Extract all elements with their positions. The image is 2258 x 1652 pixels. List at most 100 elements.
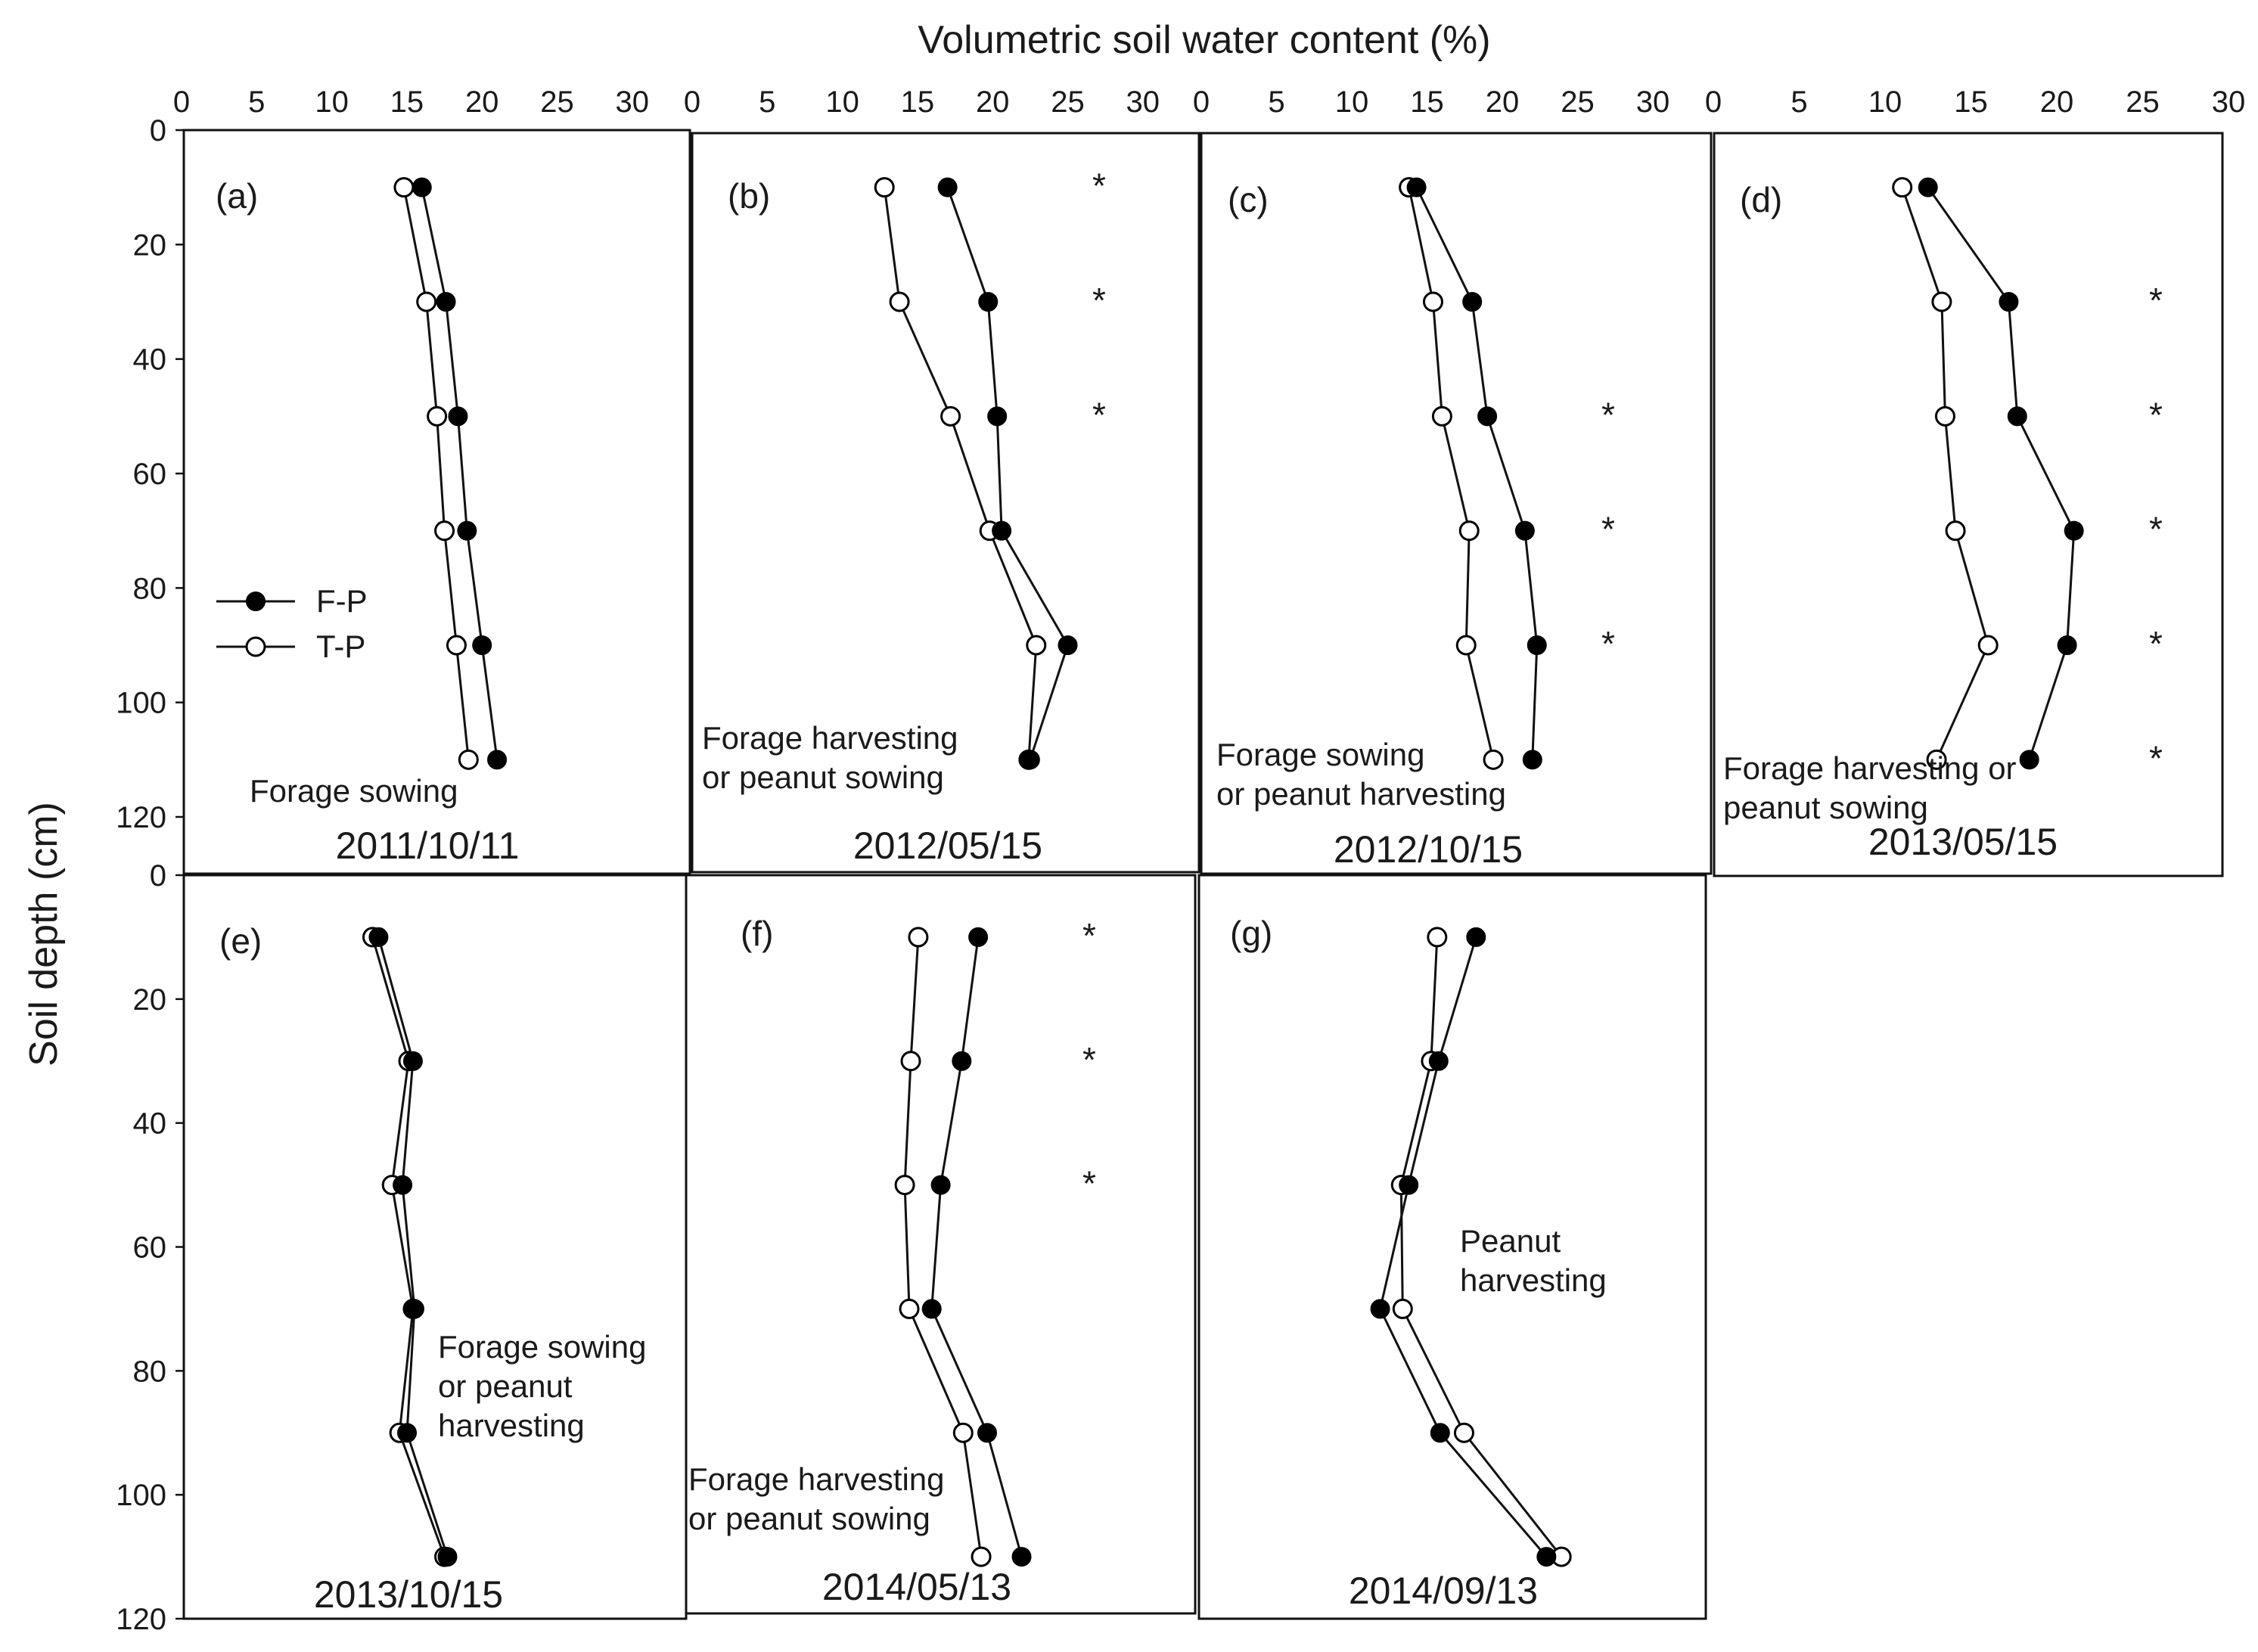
panel-label: (f) bbox=[741, 914, 773, 953]
x-tick-label: 0 bbox=[684, 85, 700, 119]
data-point-f-p bbox=[1514, 520, 1535, 541]
series-line-f-p bbox=[1415, 187, 1539, 760]
data-point-f-p bbox=[436, 292, 456, 312]
data-point-t-p bbox=[1926, 749, 1947, 770]
panel-frame bbox=[182, 874, 688, 1620]
panel-label: (c) bbox=[1228, 180, 1269, 219]
data-point-f-p bbox=[1011, 1547, 1032, 1567]
y-tick-label: 120 bbox=[116, 801, 166, 834]
series-line-f-p bbox=[1927, 186, 2076, 760]
legend-label: F-P bbox=[316, 583, 368, 619]
series-line-f-p bbox=[946, 187, 1070, 760]
y-tick-label: 40 bbox=[133, 1107, 167, 1141]
data-point-f-p bbox=[1536, 1547, 1557, 1567]
series-line-t-p bbox=[1408, 187, 1495, 760]
data-point-f-p bbox=[1430, 1423, 1450, 1443]
data-point-f-p bbox=[1477, 406, 1498, 427]
y-tick-label: 80 bbox=[133, 1355, 167, 1388]
data-point-f-p bbox=[1399, 1175, 1419, 1195]
data-point-t-p bbox=[874, 177, 895, 198]
significance-star: * bbox=[1092, 395, 1106, 434]
significance-star: * bbox=[1082, 1040, 1096, 1079]
data-point-t-p bbox=[1934, 405, 1955, 427]
panel-note: Forage sowing bbox=[438, 1329, 646, 1365]
panel-note: Forage harvesting bbox=[688, 1461, 945, 1497]
x-tick-label: 0 bbox=[1193, 85, 1210, 119]
data-point-t-p bbox=[889, 291, 910, 312]
y-tick-label: 100 bbox=[116, 1479, 166, 1512]
panel-label: (b) bbox=[728, 176, 770, 216]
data-point-f-p bbox=[937, 177, 958, 197]
significance-star: * bbox=[1082, 1164, 1096, 1203]
panel-date: 2014/09/13 bbox=[1349, 1570, 1538, 1612]
data-point-f-p bbox=[1999, 292, 2019, 312]
data-point-t-p bbox=[1945, 520, 1966, 542]
panel-a: (a) 2011/10/11 Forage sowing bbox=[182, 129, 691, 875]
x-tick-label: 20 bbox=[976, 85, 1010, 119]
x-tick-label: 5 bbox=[248, 85, 265, 119]
x-tick-label: 30 bbox=[2212, 85, 2246, 119]
y-tick-label: 0 bbox=[150, 859, 166, 893]
series-line-t-p bbox=[402, 187, 470, 760]
legend-marker bbox=[245, 636, 266, 657]
data-point-f-p bbox=[1918, 177, 1938, 197]
y-axis-title: Soil depth (cm) bbox=[22, 802, 66, 1067]
significance-star: * bbox=[1601, 510, 1615, 549]
significance-star: * bbox=[1601, 395, 1615, 434]
panel-note: Forage harvesting bbox=[702, 720, 958, 756]
data-point-t-p bbox=[1977, 635, 1999, 656]
data-point-t-p bbox=[393, 177, 415, 198]
data-point-f-p bbox=[1466, 927, 1486, 947]
data-point-f-p bbox=[1527, 635, 1547, 655]
significance-star: * bbox=[1092, 166, 1106, 206]
data-point-t-p bbox=[899, 1298, 920, 1319]
legend-marker bbox=[246, 592, 266, 611]
data-point-f-p bbox=[1522, 750, 1542, 770]
data-point-f-p bbox=[472, 635, 492, 655]
panel-note: or peanut bbox=[438, 1368, 573, 1404]
data-point-f-p bbox=[412, 177, 432, 197]
data-point-f-p bbox=[968, 927, 989, 947]
x-tick-label: 5 bbox=[1268, 85, 1284, 119]
panel-note: or peanut sowing bbox=[702, 759, 944, 795]
data-point-f-p bbox=[2057, 635, 2077, 655]
data-point-f-p bbox=[987, 406, 1008, 427]
panel-frame bbox=[1200, 132, 1713, 875]
data-point-f-p bbox=[2064, 520, 2084, 541]
data-point-f-p bbox=[393, 1175, 413, 1195]
data-point-f-p bbox=[2007, 406, 2027, 427]
panel-label: (a) bbox=[216, 176, 258, 216]
series-line-f-p bbox=[1379, 936, 1548, 1558]
y-tick-label: 100 bbox=[116, 687, 166, 720]
panel-d: * * * * * (d) 2013/05/15 Forage harvesting or pe… bbox=[1713, 132, 2224, 877]
x-tick-label: 30 bbox=[616, 85, 650, 119]
data-point-f-p bbox=[457, 520, 477, 541]
panel-frame bbox=[1713, 132, 2224, 877]
y-tick-label: 60 bbox=[133, 1231, 167, 1265]
significance-star: * bbox=[2149, 395, 2163, 434]
x-tick-label: 10 bbox=[1335, 85, 1369, 119]
data-point-t-p bbox=[894, 1175, 915, 1196]
x-tick-label: 25 bbox=[2126, 85, 2160, 119]
y-tick-label: 0 bbox=[150, 114, 166, 148]
x-tick-label: 5 bbox=[1791, 85, 1807, 119]
data-point-f-p bbox=[978, 292, 999, 312]
x-tick-label: 25 bbox=[1051, 85, 1085, 119]
panel-note: or peanut harvesting bbox=[1216, 776, 1506, 812]
data-point-f-p bbox=[1020, 750, 1040, 770]
panel-label: (g) bbox=[1230, 914, 1272, 953]
panel-frame bbox=[182, 129, 691, 875]
panel-frame bbox=[1197, 874, 1707, 1620]
data-point-f-p bbox=[977, 1423, 997, 1443]
significance-star: * bbox=[1082, 916, 1096, 955]
data-point-f-p bbox=[1462, 292, 1483, 312]
panel-note: harvesting bbox=[1460, 1262, 1607, 1298]
data-point-f-p bbox=[952, 1051, 972, 1071]
data-point-t-p bbox=[971, 1546, 992, 1567]
data-point-f-p bbox=[404, 1299, 424, 1319]
panel-date: 2012/05/15 bbox=[853, 824, 1042, 867]
